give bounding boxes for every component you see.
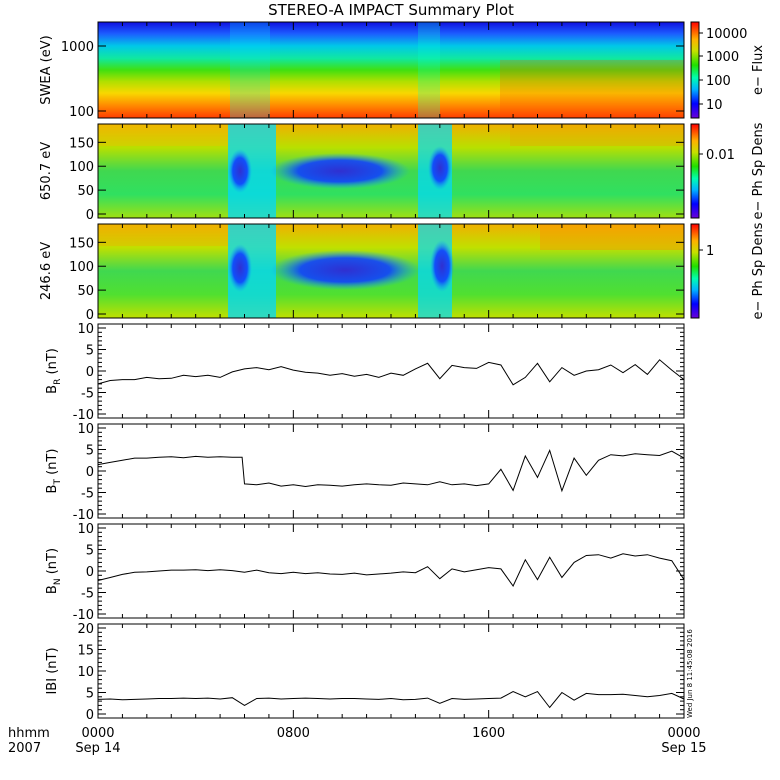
- line-ytick-label: 0: [86, 365, 94, 380]
- spectrogram-ylabel: 246.6 eV: [39, 242, 54, 300]
- series-line: [97, 690, 685, 709]
- line-ytick-label: -5: [81, 487, 94, 502]
- line-ylabel: BT (nT): [45, 449, 63, 494]
- line-ytick-label: -5: [81, 587, 94, 602]
- line-ytick-label: 0: [86, 708, 94, 723]
- pad-ytick-label: 50: [77, 184, 94, 199]
- line-ytick-label: -10: [73, 408, 94, 423]
- x-tick-label: 0000: [667, 726, 700, 741]
- pad-ytick-label: 100: [69, 160, 94, 175]
- line-panel-frame: [97, 523, 685, 619]
- colorbar-tick-label: 0.01: [706, 148, 735, 163]
- colorbar-flux: [690, 21, 700, 119]
- spectrogram-ylabel: SWEA (eV): [39, 35, 54, 104]
- pad-ytick-label: 150: [69, 136, 94, 151]
- line-panel-frame: [97, 623, 685, 719]
- line-ytick-label: 0: [86, 465, 94, 480]
- colorbar-tick-label: 1: [706, 244, 714, 259]
- pad-ytick-label: 0: [86, 208, 94, 223]
- swea-spectrogram: [98, 22, 684, 118]
- pad-ytick-label: 150: [69, 236, 94, 251]
- series-line: [97, 553, 685, 587]
- pad-ytick-label: 100: [69, 260, 94, 275]
- colorbar-650: [690, 123, 700, 219]
- pad-ytick-label: 50: [77, 284, 94, 299]
- x-tick-label: 1600: [472, 726, 505, 741]
- x-date-start: Sep 14: [75, 741, 120, 756]
- line-panel-frame: [97, 423, 685, 519]
- x-tick-label: 0800: [277, 726, 310, 741]
- line-ylabel: IBI (nT): [45, 647, 60, 694]
- colorbar-246: [690, 223, 700, 319]
- x-tick-label: 0000: [81, 726, 114, 741]
- spectrogram-ylabel: 650.7 eV: [39, 142, 54, 200]
- line-ytick-label: 10: [77, 322, 94, 337]
- pad-650-spectrogram: [98, 124, 684, 218]
- line-ytick-label: 0: [86, 565, 94, 580]
- line-ytick-label: -5: [81, 387, 94, 402]
- line-panel-frame: [97, 323, 685, 419]
- line-ytick-label: 10: [77, 665, 94, 680]
- line-ytick-label: 15: [77, 644, 94, 659]
- line-ytick-label: -10: [73, 608, 94, 623]
- colorbar-tick-label: 10000: [706, 27, 747, 42]
- swea-ytick-label: 100: [69, 105, 94, 120]
- colorbar-tick-label: 1000: [706, 50, 739, 65]
- colorbar-tick-label: 100: [706, 74, 731, 89]
- colorbar-label: e− Ph Sp Dens: [751, 222, 766, 319]
- line-ytick-label: 5: [86, 544, 94, 559]
- series-line: [97, 359, 685, 386]
- pad-ytick-label: 0: [86, 308, 94, 323]
- colorbar-label: e− Flux: [751, 45, 766, 95]
- line-ytick-label: 5: [86, 687, 94, 702]
- swea-ytick-label: 1000: [61, 40, 94, 55]
- colorbar-label: e− Ph Sp Dens: [751, 122, 766, 219]
- line-ylabel: BN (nT): [45, 548, 63, 594]
- hhmm-label: hhmm: [8, 726, 50, 741]
- line-ytick-label: 10: [77, 422, 94, 437]
- series-line: [97, 448, 685, 493]
- line-ytick-label: 5: [86, 444, 94, 459]
- line-ytick-label: 10: [77, 522, 94, 537]
- colorbar-tick-label: 10: [706, 98, 723, 113]
- line-ytick-label: 20: [77, 622, 94, 637]
- line-ytick-label: -10: [73, 508, 94, 523]
- timestamp-stamp: Wed Jun 8 11:45:08 2016: [686, 629, 694, 718]
- x-date-end: Sep 15: [661, 741, 706, 756]
- plot-title: STEREO-A IMPACT Summary Plot: [268, 1, 514, 19]
- line-ylabel: BR (nT): [45, 348, 63, 394]
- line-ytick-label: 5: [86, 344, 94, 359]
- pad-246-spectrogram: [98, 224, 684, 318]
- year-label: 2007: [8, 741, 41, 756]
